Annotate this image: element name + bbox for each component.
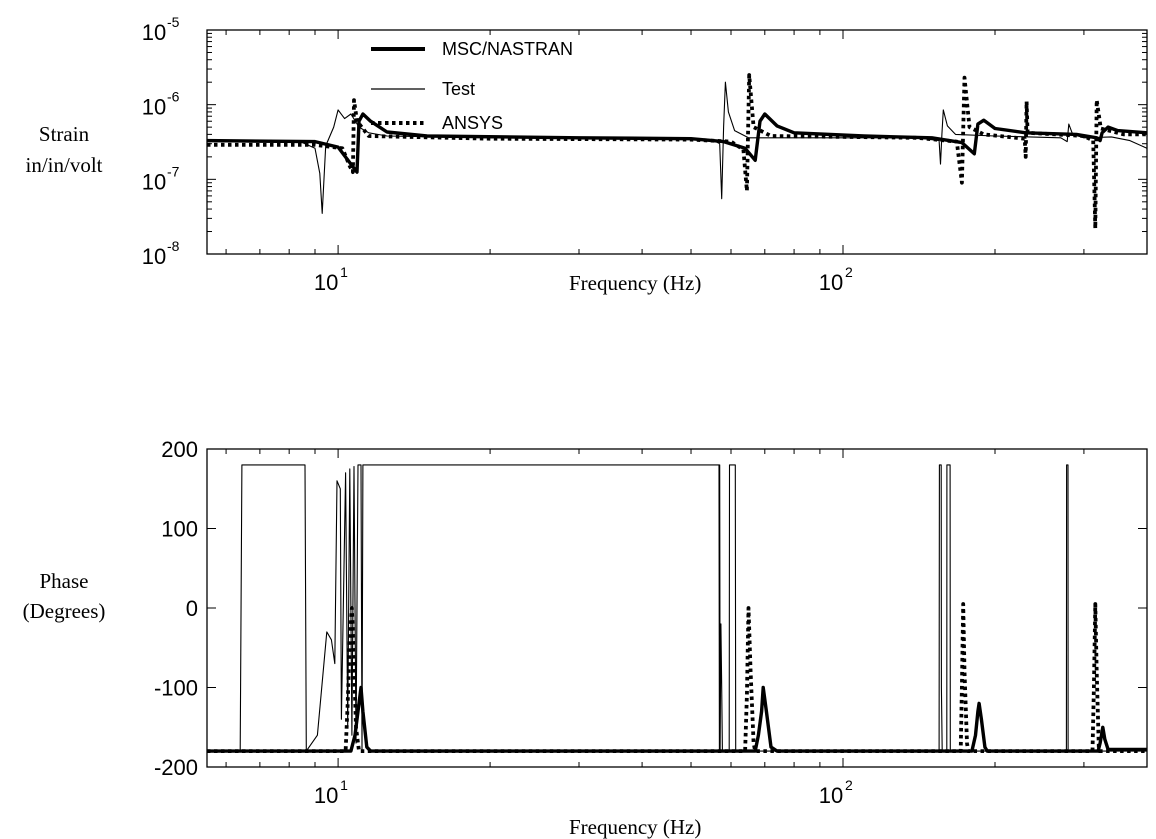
magnitude-y-tick-exponent: -5	[167, 14, 180, 30]
phase-x-axis-title: Frequency (Hz)	[569, 815, 701, 839]
magnitude-panel: 10 1 10 210 -510 -610 -710 -8 Frequency (Hz) St…	[25, 14, 1148, 295]
magnitude-series-ansys	[207, 73, 1147, 231]
magnitude-y-tick-exponent: -8	[167, 238, 180, 254]
magnitude-x-axis-title: Frequency (Hz)	[569, 271, 701, 295]
magnitude-series-group	[207, 73, 1147, 231]
phase-y-axis-title-line1: Phase	[40, 569, 89, 593]
magnitude-x-tick-exponent: 1	[340, 264, 348, 280]
magnitude-x-tick-label: 10	[819, 270, 843, 295]
magnitude-y-axis-title-line1: Strain	[39, 122, 90, 146]
legend: MSC/NASTRAN Test ANSYS	[371, 39, 573, 133]
magnitude-y-tick-label: 10	[142, 95, 166, 120]
phase-y-tick-label: 100	[161, 517, 198, 542]
phase-x-tick-label: 10	[819, 783, 843, 808]
magnitude-y-tick-exponent: -6	[167, 89, 180, 105]
phase-y-tick-label: -200	[154, 755, 198, 780]
legend-label-msc-nastran: MSC/NASTRAN	[442, 39, 573, 59]
magnitude-series-test	[207, 81, 1147, 214]
phase-y-tick-label: 200	[161, 437, 198, 462]
phase-x-tick-label: 10	[314, 783, 338, 808]
phase-series-group	[207, 464, 1147, 753]
legend-label-ansys: ANSYS	[442, 113, 503, 133]
phase-y-tick-label: 0	[186, 596, 198, 621]
magnitude-y-tick-label: 10	[142, 169, 166, 194]
magnitude-y-tick-label: 10	[142, 244, 166, 269]
phase-x-tick-exponent: 2	[845, 777, 853, 793]
magnitude-y-tick-exponent: -7	[167, 163, 180, 179]
magnitude-x-tick-label: 10	[314, 270, 338, 295]
phase-y-axis-title-line2: (Degrees)	[23, 599, 106, 623]
magnitude-x-tick-exponent: 2	[845, 264, 853, 280]
magnitude-plot-frame	[206, 29, 1148, 255]
magnitude-y-tick-label: 10	[142, 20, 166, 45]
magnitude-axis-ticks: 10 1 10 210 -510 -610 -710 -8	[142, 14, 1148, 295]
phase-y-tick-label: -100	[154, 676, 198, 701]
phase-series-test	[207, 464, 1147, 752]
phase-x-tick-exponent: 1	[340, 777, 348, 793]
legend-label-test: Test	[442, 79, 475, 99]
magnitude-y-axis-title-line2: in/in/volt	[25, 153, 102, 177]
phase-series-ansys	[207, 602, 1147, 753]
magnitude-series-msc-nastran	[207, 112, 1147, 174]
